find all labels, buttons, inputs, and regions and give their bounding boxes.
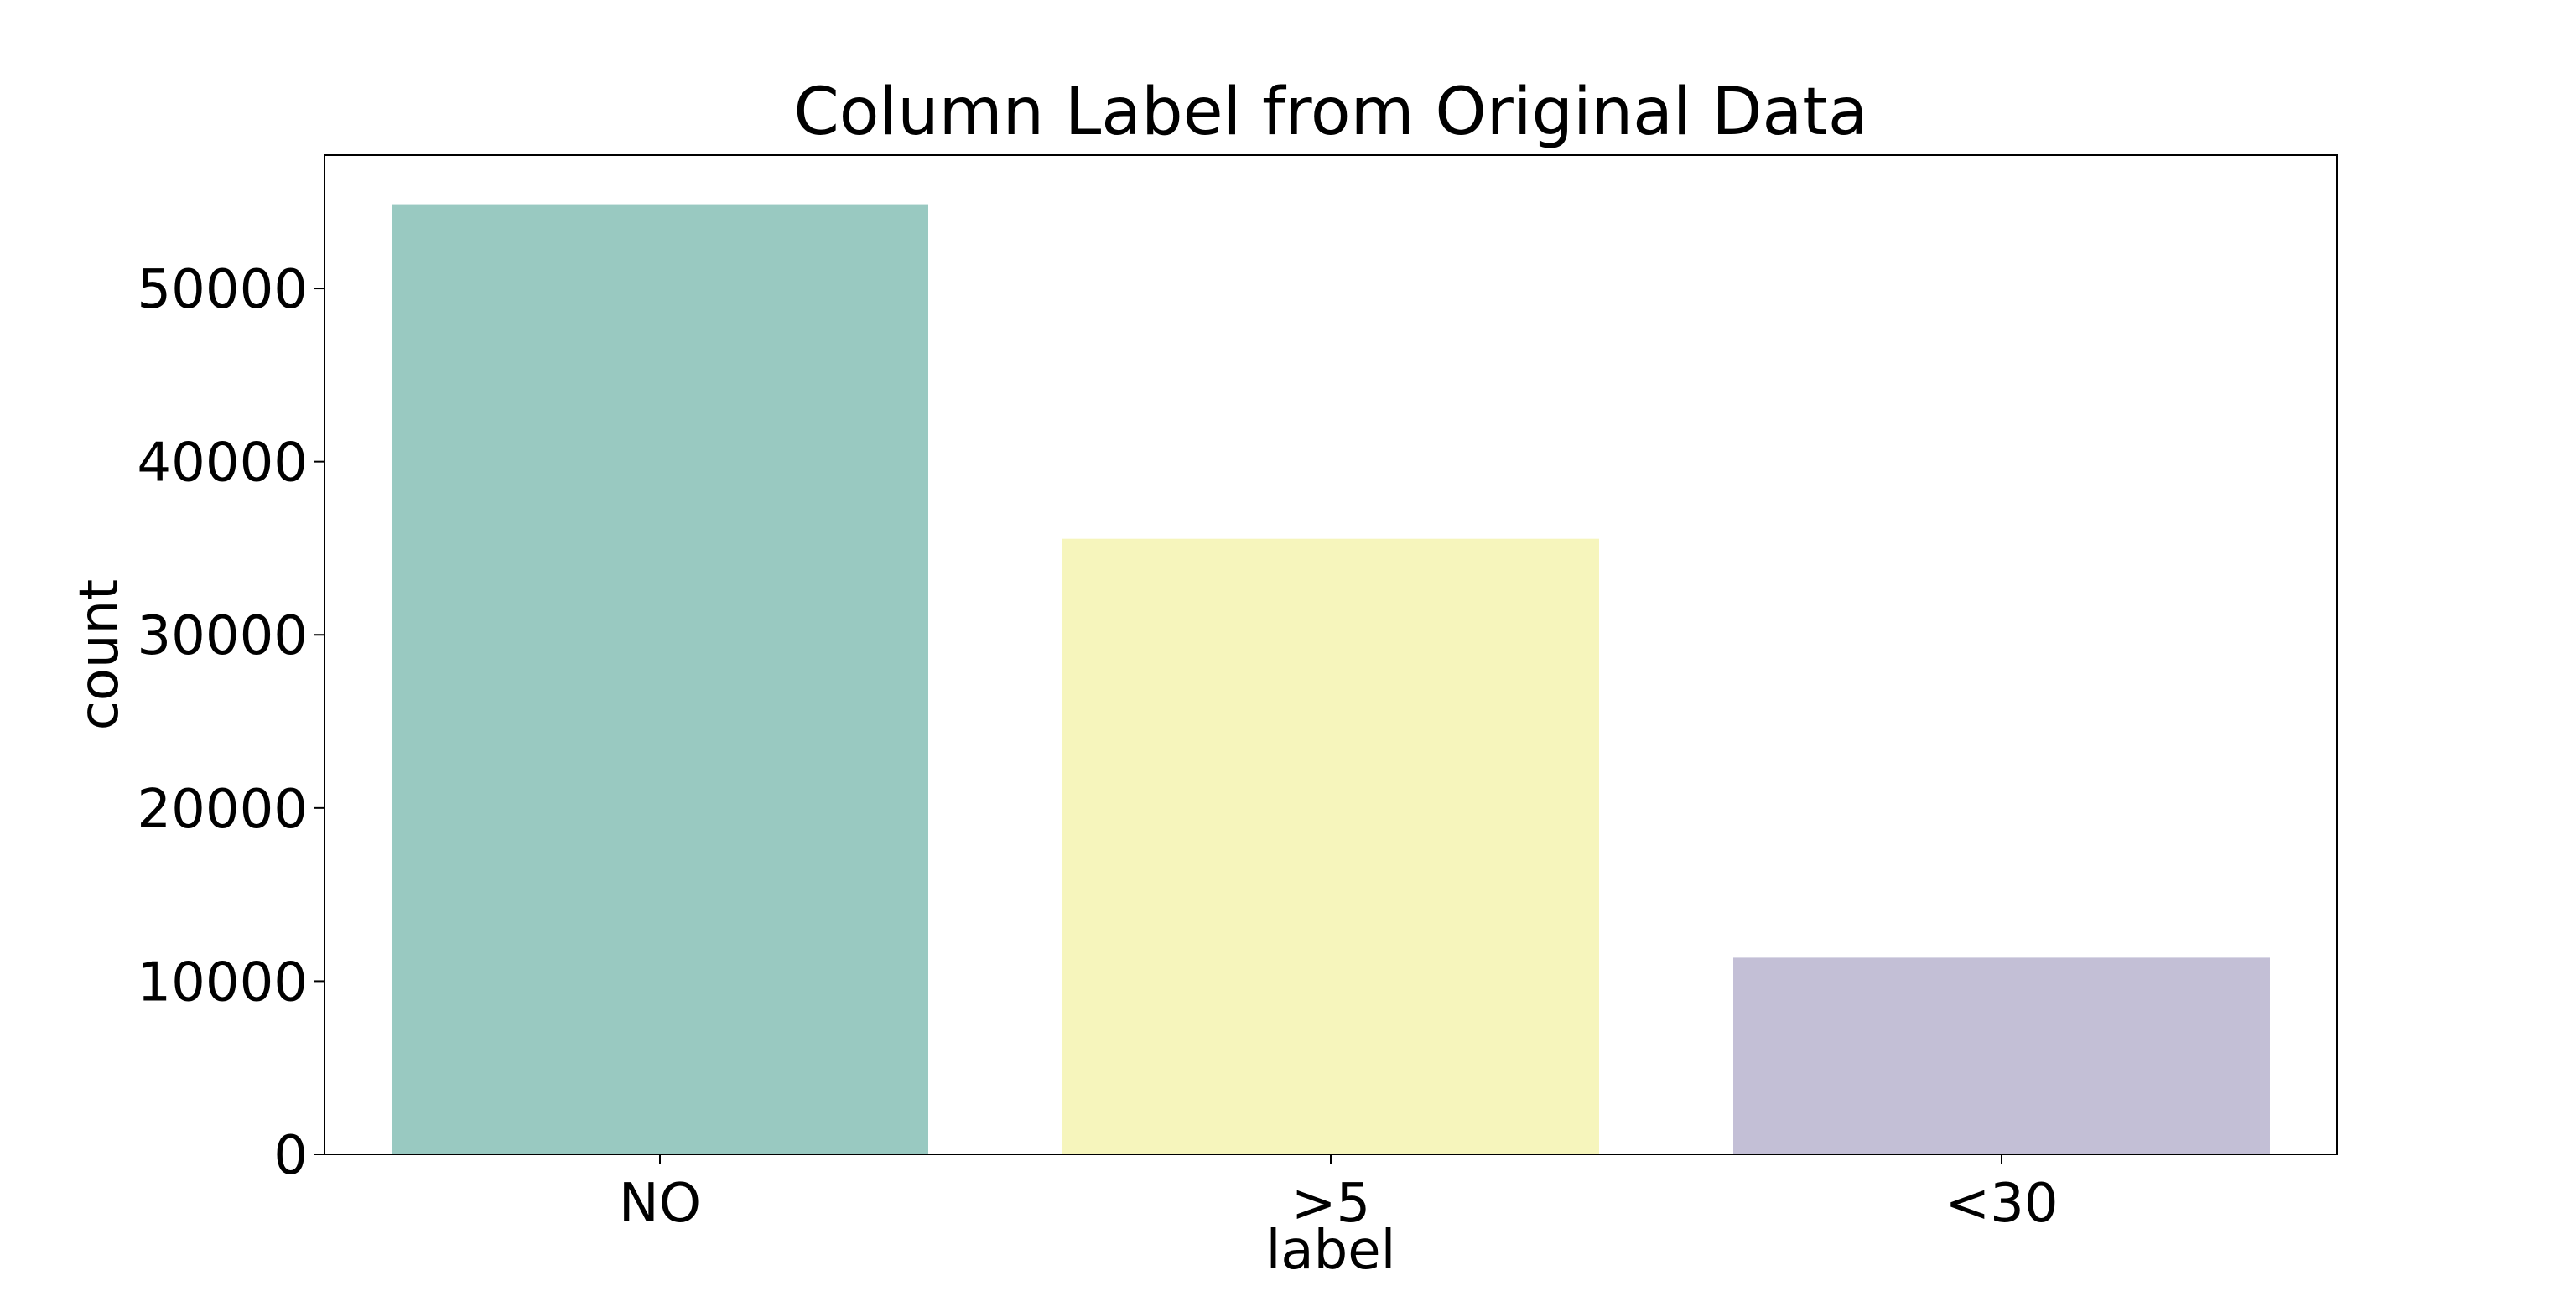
y-tick-label: 20000 <box>137 779 308 841</box>
x-axis-ticks: NO >5 <30 <box>619 1154 2059 1235</box>
bar-1 <box>392 204 928 1154</box>
y-tick-label: 50000 <box>137 259 308 321</box>
bar-3 <box>1733 957 2270 1154</box>
chart-title: Column Label from Original Data <box>793 75 1867 150</box>
y-axis-ticks: 0 10000 20000 30000 40000 50000 <box>137 259 325 1187</box>
bars-layer <box>392 204 2270 1154</box>
bar-2 <box>1062 538 1599 1154</box>
x-tick-label: >5 <box>1291 1173 1370 1235</box>
plot-frame <box>324 154 2338 1155</box>
y-tick-label: 0 <box>273 1125 308 1187</box>
x-tick-label: <30 <box>1945 1173 2058 1235</box>
x-axis-label: label <box>1266 1220 1396 1282</box>
x-tick-label: NO <box>619 1173 701 1235</box>
y-tick-label: 40000 <box>137 433 308 495</box>
y-axis-label: count <box>69 579 131 731</box>
y-tick-label: 10000 <box>137 951 308 1014</box>
y-tick-label: 30000 <box>137 605 308 667</box>
